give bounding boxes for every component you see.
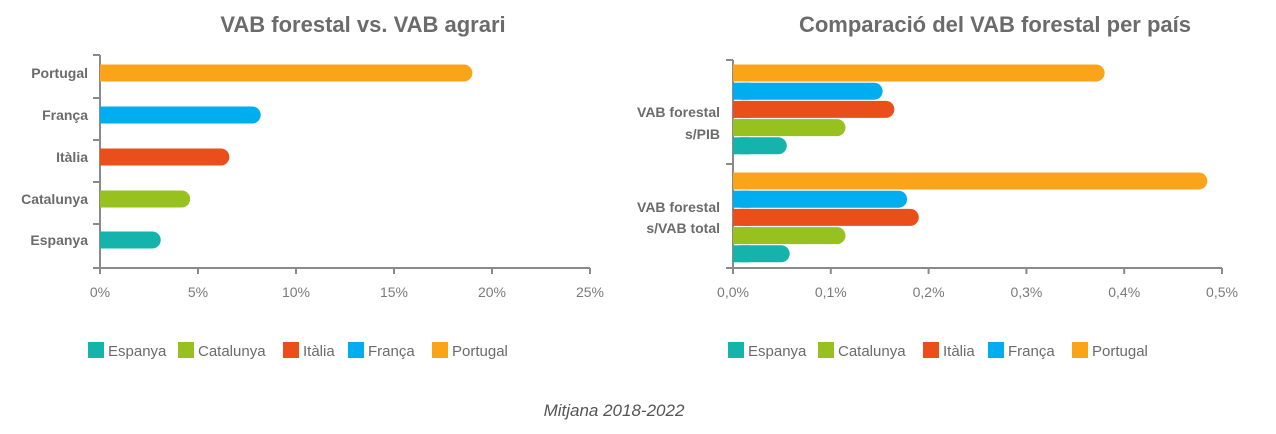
chart2-group-label: VAB forestal	[637, 199, 720, 215]
chart1-x-tick-label: 15%	[380, 284, 408, 300]
chart2-bar-italia	[733, 208, 919, 226]
chart1-x-tick-label: 10%	[282, 284, 310, 300]
chart2-bar-base-portugal	[733, 64, 750, 82]
chart2-bar-base-portugal	[733, 172, 750, 190]
chart1-x-tick-label: 20%	[478, 284, 506, 300]
chart2-bar-base-franca	[733, 190, 750, 208]
legend-swatch-portugal	[432, 342, 448, 358]
chart2-bar-base-franca	[733, 82, 750, 100]
chart2-bar-base-espanya	[733, 137, 750, 155]
legend-label-catalunya: Catalunya	[838, 343, 906, 360]
chart2-plot: 0,0% 0,1% 0,2% 0,3% 0,4% 0,5% VAB forestal s/PI…	[637, 59, 1238, 300]
chart2-x-tick-label: 0,1%	[815, 284, 847, 300]
chart1-bar-base-portugal	[100, 64, 117, 82]
chart1-bar-base-espanya	[100, 231, 117, 249]
chart2-bar-portugal	[733, 64, 1105, 82]
chart1-category-label: França	[42, 107, 88, 123]
chart1-category-label: Itàlia	[56, 149, 88, 165]
chart1-legend: Espanya Catalunya Itàlia França Portugal	[88, 342, 508, 360]
chart2-bar-catalunya	[733, 227, 846, 245]
legend-label-portugal: Portugal	[452, 343, 508, 360]
chart2-group-label: s/PIB	[685, 126, 720, 142]
chart2-x-tick-label: 0,4%	[1108, 284, 1140, 300]
legend-swatch-portugal	[1072, 342, 1088, 358]
chart1-category-label: Portugal	[31, 65, 88, 81]
legend-swatch-italia	[283, 342, 299, 358]
chart2-bar-portugal	[733, 172, 1208, 190]
chart2-bar-base-catalunya	[733, 119, 750, 137]
chart2-bar-franca	[733, 82, 883, 100]
chart1-bar-franca	[100, 106, 261, 124]
legend-label-espanya: Espanya	[748, 343, 807, 360]
legend-swatch-franca	[348, 342, 364, 358]
legend-swatch-catalunya	[818, 342, 834, 358]
chart1-bar-catalunya	[100, 190, 191, 208]
chart1-x-tick-label: 0%	[90, 284, 110, 300]
chart1-category-label: Catalunya	[21, 191, 88, 207]
legend-label-italia: Itàlia	[303, 343, 335, 360]
chart2-bar-base-italia	[733, 100, 750, 118]
chart2-bar-franca	[733, 190, 908, 208]
legend-label-portugal: Portugal	[1092, 343, 1148, 360]
chart1-plot: 0% 5% 10% 15% 20% 25% Portugal França Itàlia Cata…	[21, 54, 604, 300]
chart2-x-tick-label: 0,0%	[717, 284, 749, 300]
chart2-x-tick-label: 0,3%	[1010, 284, 1042, 300]
legend-swatch-franca	[988, 342, 1004, 358]
legend-label-italia: Itàlia	[943, 343, 975, 360]
legend-label-catalunya: Catalunya	[198, 343, 266, 360]
legend-swatch-espanya	[88, 342, 104, 358]
chart1-bar-base-italia	[100, 148, 117, 166]
chart2-x-tick-label: 0,5%	[1206, 284, 1238, 300]
chart1-x-tick-label: 5%	[188, 284, 208, 300]
chart2-bar-base-catalunya	[733, 227, 750, 245]
chart1-x-tick-label: 25%	[576, 284, 604, 300]
legend-swatch-catalunya	[178, 342, 194, 358]
chart2-bar-base-italia	[733, 208, 750, 226]
chart1-bar-base-catalunya	[100, 190, 117, 208]
chart2-bar-italia	[733, 100, 895, 118]
footer-note: Mitjana 2018-2022	[544, 401, 685, 420]
legend-label-espanya: Espanya	[108, 343, 167, 360]
legend-label-franca: França	[368, 343, 415, 360]
chart1-bar-base-franca	[100, 106, 117, 124]
chart2-bar-catalunya	[733, 119, 846, 137]
chart1-category-label: Espanya	[30, 232, 88, 248]
chart2-x-tick-label: 0,2%	[913, 284, 945, 300]
chart2-group-label: VAB forestal	[637, 104, 720, 120]
chart2-group-label: s/VAB total	[646, 220, 720, 236]
legend-swatch-italia	[923, 342, 939, 358]
legend-swatch-espanya	[728, 342, 744, 358]
chart1-bar-portugal	[100, 64, 473, 82]
chart2-legend: Espanya Catalunya Itàlia França Portugal	[728, 342, 1148, 360]
chart1-title: VAB forestal vs. VAB agrari	[220, 12, 505, 37]
chart1-bar-italia	[100, 148, 230, 166]
chart2-bar-base-espanya	[733, 245, 750, 263]
legend-label-franca: França	[1008, 343, 1055, 360]
chart2-title: Comparació del VAB forestal per país	[799, 12, 1191, 37]
